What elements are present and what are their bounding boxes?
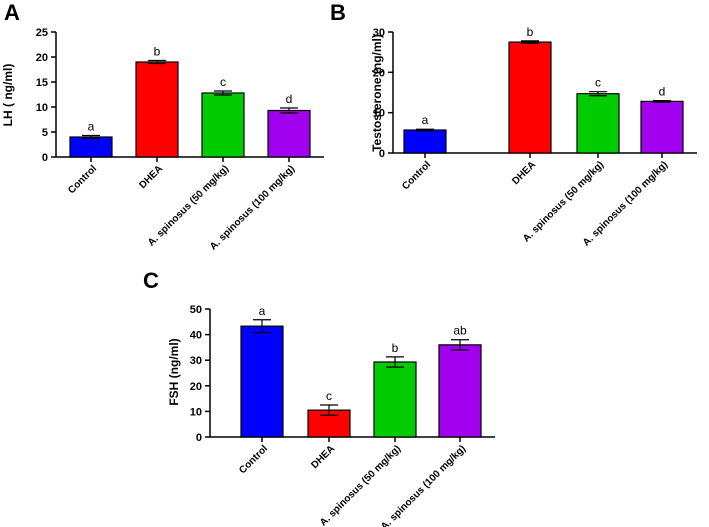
- y-tick-label: 15: [36, 77, 48, 89]
- bar: [403, 129, 447, 154]
- y-tick-label: 20: [36, 52, 48, 64]
- bar: [438, 344, 482, 438]
- significance-letter: c: [595, 76, 601, 90]
- significance-letter: d: [286, 92, 293, 106]
- panel-letter: A: [4, 0, 20, 25]
- significance-letter: d: [659, 85, 666, 99]
- y-tick-label: 10: [190, 406, 202, 418]
- significance-letter: a: [259, 304, 266, 318]
- significance-letter: a: [422, 113, 429, 127]
- panel-letter: B: [330, 0, 346, 25]
- y-tick-label: 20: [373, 67, 385, 79]
- x-tick-label: Control: [400, 159, 433, 192]
- y-tick-label: 50: [190, 304, 202, 316]
- y-tick-label: 10: [373, 108, 385, 120]
- bar: [267, 109, 311, 158]
- bar: [640, 100, 684, 154]
- significance-letter: a: [88, 120, 95, 134]
- significance-letter: ab: [453, 324, 467, 338]
- y-tick-label: 10: [36, 102, 48, 114]
- y-tick-label: 30: [190, 355, 202, 367]
- panel-letter: C: [143, 268, 159, 293]
- y-tick-label: 30: [373, 27, 385, 39]
- x-tick-label: Control: [66, 163, 99, 196]
- x-tick-label: DHEA: [137, 163, 165, 191]
- significance-letter: c: [220, 75, 226, 89]
- bar: [69, 136, 113, 158]
- y-tick-label: 5: [42, 127, 48, 139]
- significance-letter: b: [527, 25, 534, 39]
- y-tick-label: 0: [196, 432, 202, 444]
- x-tick-label: DHEA: [309, 443, 337, 471]
- bar: [201, 92, 245, 158]
- y-tick-label: 0: [379, 148, 385, 160]
- y-axis-label: Testosterone (ng/ml): [370, 34, 384, 152]
- x-tick-label: Control: [237, 443, 270, 476]
- y-axis-label: LH ( ng/ml): [1, 64, 15, 127]
- x-tick-label: DHEA: [510, 159, 538, 187]
- bar: [135, 61, 179, 158]
- bar: [240, 325, 284, 438]
- y-axis-label: FSH (ng/ml): [167, 338, 181, 405]
- y-tick-label: 40: [190, 330, 202, 342]
- bar: [508, 41, 552, 154]
- significance-letter: b: [154, 45, 161, 59]
- significance-letter: b: [392, 341, 399, 355]
- bar: [373, 361, 417, 438]
- significance-letter: c: [326, 389, 332, 403]
- y-tick-label: 25: [36, 27, 48, 39]
- y-tick-label: 20: [190, 381, 202, 393]
- y-tick-label: 0: [42, 152, 48, 164]
- bar: [576, 93, 620, 154]
